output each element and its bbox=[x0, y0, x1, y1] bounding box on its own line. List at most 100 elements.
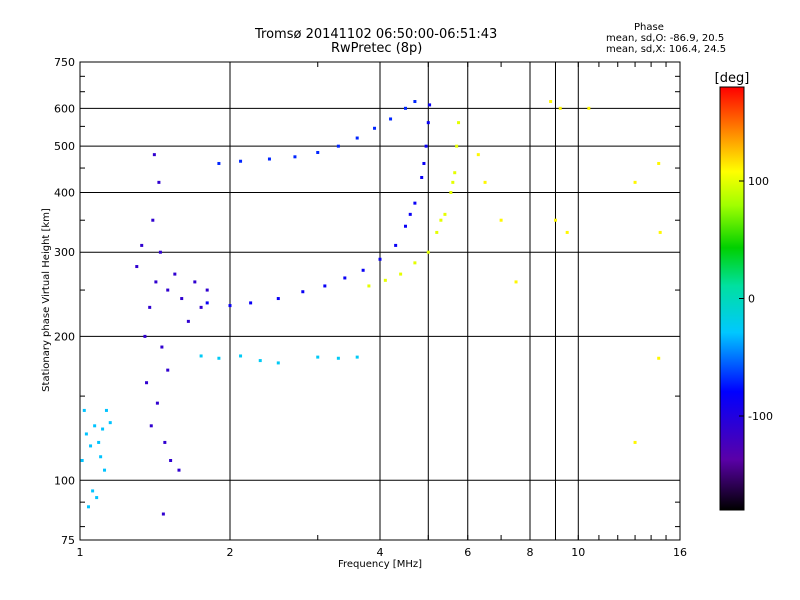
data-point bbox=[239, 159, 243, 163]
phase-x-stats: mean, sd,X: 106.4, 24.5 bbox=[606, 44, 727, 55]
data-point bbox=[565, 230, 569, 234]
data-point bbox=[151, 218, 155, 222]
colorbar-tick-label: 100 bbox=[748, 175, 769, 188]
data-point bbox=[91, 489, 95, 493]
data-point bbox=[217, 356, 221, 360]
data-point bbox=[587, 106, 591, 110]
x-tick-label: 6 bbox=[464, 546, 471, 559]
data-point bbox=[443, 212, 447, 216]
data-point bbox=[158, 250, 162, 254]
y-tick-label: 200 bbox=[54, 330, 75, 343]
data-point bbox=[658, 230, 662, 234]
data-point bbox=[293, 155, 297, 159]
data-point bbox=[336, 144, 340, 148]
data-point bbox=[148, 305, 152, 309]
data-point bbox=[155, 401, 159, 405]
data-point bbox=[383, 278, 387, 282]
data-point bbox=[336, 356, 340, 360]
data-point bbox=[403, 106, 407, 110]
data-point bbox=[323, 284, 327, 288]
data-point bbox=[301, 290, 305, 294]
data-point bbox=[316, 150, 320, 154]
data-point bbox=[205, 288, 209, 292]
data-point bbox=[160, 345, 164, 349]
data-point bbox=[408, 212, 412, 216]
data-point bbox=[199, 354, 203, 358]
data-point bbox=[143, 334, 147, 338]
data-point bbox=[101, 427, 105, 431]
data-point bbox=[89, 444, 93, 448]
data-point bbox=[367, 284, 371, 288]
chart-title: Tromsø 20141102 06:50:00-06:51:43 bbox=[255, 27, 498, 42]
data-point bbox=[399, 272, 403, 276]
data-point bbox=[145, 381, 149, 385]
data-point bbox=[457, 121, 461, 125]
y-tick-label: 400 bbox=[54, 186, 75, 199]
data-point bbox=[135, 265, 139, 269]
data-point bbox=[186, 319, 190, 323]
x-tick-label: 4 bbox=[377, 546, 384, 559]
data-point bbox=[499, 218, 503, 222]
data-point bbox=[104, 408, 108, 412]
data-point bbox=[316, 355, 320, 359]
data-point bbox=[453, 171, 457, 175]
phase-o-stats: mean, sd,O: -86.9, 20.5 bbox=[606, 33, 725, 44]
data-point bbox=[169, 458, 173, 462]
data-point bbox=[428, 103, 432, 107]
data-point bbox=[205, 301, 209, 305]
data-point bbox=[422, 161, 426, 165]
data-point bbox=[258, 359, 262, 363]
colorbar: [deg] 100 0 -100 bbox=[715, 71, 773, 511]
phase-statistics: Phase mean, sd,O: -86.9, 20.5 mean, sd,X… bbox=[606, 22, 726, 55]
data-point bbox=[249, 301, 253, 305]
data-point bbox=[553, 218, 557, 222]
data-point bbox=[413, 201, 417, 205]
data-point bbox=[413, 100, 417, 104]
data-point bbox=[657, 356, 661, 360]
data-point bbox=[149, 424, 153, 428]
data-point bbox=[99, 455, 103, 459]
data-point bbox=[161, 512, 165, 516]
y-tick-label: 600 bbox=[54, 102, 75, 115]
data-point bbox=[95, 496, 99, 500]
y-tick-label: 500 bbox=[54, 140, 75, 153]
data-point bbox=[361, 268, 365, 272]
data-point bbox=[152, 153, 156, 157]
axis-tick-labels: 1 2 4 6 8 10 16 75 100 200 300 400 500 600 750 bbox=[54, 56, 687, 559]
data-point bbox=[97, 440, 101, 444]
data-point bbox=[80, 458, 84, 462]
colorbar-tick-label: 0 bbox=[748, 293, 755, 306]
data-point bbox=[633, 180, 637, 184]
axis-ticks bbox=[80, 62, 680, 540]
data-point bbox=[239, 354, 243, 358]
data-point bbox=[93, 424, 97, 428]
data-point bbox=[476, 153, 480, 157]
x-tick-label: 1 bbox=[77, 546, 84, 559]
data-point bbox=[84, 432, 88, 436]
colorbar-ticks: 100 0 -100 bbox=[739, 175, 773, 423]
data-point bbox=[413, 261, 417, 265]
y-tick-label: 100 bbox=[54, 474, 75, 487]
data-point bbox=[514, 280, 518, 284]
data-point bbox=[276, 297, 280, 301]
phase-heading: Phase bbox=[634, 22, 664, 33]
grid-lines bbox=[80, 62, 680, 540]
data-point bbox=[558, 106, 562, 110]
y-tick-label: 75 bbox=[61, 534, 75, 547]
data-point bbox=[163, 440, 167, 444]
data-point bbox=[140, 243, 144, 247]
data-point bbox=[403, 224, 407, 228]
data-point bbox=[267, 157, 271, 161]
data-point bbox=[103, 468, 107, 472]
x-tick-label: 8 bbox=[527, 546, 534, 559]
y-tick-label: 300 bbox=[54, 246, 75, 259]
data-point bbox=[180, 297, 184, 301]
data-point bbox=[389, 117, 393, 121]
data-point bbox=[108, 421, 112, 425]
data-point bbox=[276, 361, 280, 365]
data-point bbox=[373, 126, 377, 130]
x-tick-label: 16 bbox=[673, 546, 687, 559]
y-axis-label: Stationary phase Virtual Height [km] bbox=[41, 208, 52, 392]
